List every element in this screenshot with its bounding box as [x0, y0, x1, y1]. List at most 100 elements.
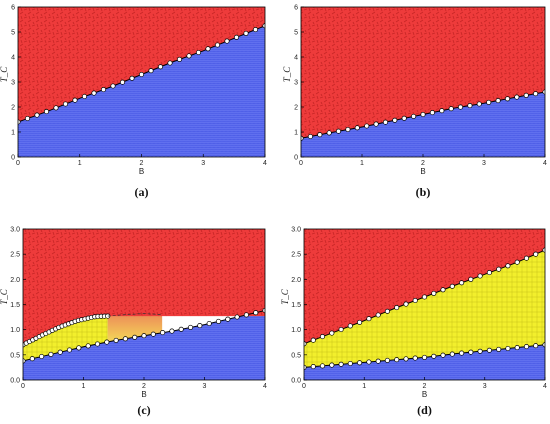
boundary-point — [357, 360, 363, 366]
boundary-point — [62, 101, 69, 107]
boundary-point — [439, 108, 445, 114]
boundary-point — [206, 320, 212, 327]
y-tick-label: 3 — [294, 80, 298, 87]
boundary-point — [459, 350, 465, 356]
x-tick-label: 1 — [360, 160, 364, 167]
boundary-point — [167, 60, 173, 66]
x-tick-label: 3 — [483, 383, 487, 390]
phase-region-red — [301, 7, 545, 139]
boundary-point — [94, 341, 101, 347]
y-tick-label: 0.0 — [10, 378, 20, 385]
boundary-point — [150, 331, 156, 337]
x-tick-label: 4 — [263, 383, 267, 390]
boundary-point — [533, 343, 539, 349]
boundary-point — [347, 360, 353, 367]
boundary-point — [431, 353, 437, 359]
y-tick-label: 1 — [294, 130, 298, 137]
boundary-point — [122, 336, 128, 342]
boundary-point — [253, 310, 259, 316]
boundary-point — [421, 294, 428, 300]
boundary-point — [486, 99, 492, 105]
boundary-point — [477, 348, 483, 354]
chart-panel-1: 0 1 2 3 4 0 1 2 3 4 5 6 B T_C (a) — [0, 5, 267, 200]
boundary-point — [421, 354, 428, 360]
boundary-point — [495, 98, 501, 104]
phase-region-blue — [23, 310, 265, 380]
x-tick-label: 0 — [16, 160, 20, 167]
x-tick-label: 0 — [302, 383, 306, 390]
chart-panel-4: 0 1 2 3 4 0.0 0.5 1.0 1.5 2.0 2.5 3.0 B T_C (d) — [280, 227, 547, 418]
boundary-point — [132, 334, 138, 340]
boundary-point — [335, 128, 342, 134]
x-tick-label: 0 — [21, 383, 25, 390]
phase-region-blue — [18, 25, 265, 157]
boundary-point — [523, 255, 530, 261]
boundary-point — [57, 349, 63, 355]
y-axis-label: T_C — [282, 66, 292, 83]
boundary-point — [429, 110, 435, 116]
y-tick-label: 1.5 — [291, 302, 301, 309]
boundary-point — [373, 121, 379, 127]
panel-caption: (b) — [416, 185, 431, 199]
boundary-point — [514, 345, 520, 351]
boundary-point — [24, 115, 31, 122]
x-tick-label: 4 — [263, 160, 267, 167]
boundary-point — [66, 347, 73, 353]
boundary-point — [440, 352, 446, 358]
y-tick-label: 1.5 — [10, 302, 20, 309]
boundary-point — [234, 314, 240, 320]
boundary-point — [252, 27, 259, 33]
panel-caption: (a) — [135, 185, 149, 199]
y-tick-label: 3.0 — [291, 227, 301, 234]
boundary-point — [215, 318, 222, 324]
boundary-point — [467, 103, 473, 109]
chart-panel-3: 0 1 2 3 4 0.0 0.5 1.0 1.5 2.0 2.5 3.0 B T_C (c) — [0, 227, 267, 418]
boundary-point — [394, 357, 400, 363]
y-tick-label: 0.5 — [10, 352, 20, 359]
x-tick-label: 3 — [201, 160, 205, 167]
y-tick-label: 5 — [294, 30, 298, 37]
boundary-point — [195, 49, 202, 56]
x-axis-label: B — [139, 167, 144, 176]
x-tick-label: 1 — [78, 160, 82, 167]
boundary-point — [514, 94, 520, 100]
boundary-point — [329, 330, 335, 336]
boundary-point — [113, 337, 119, 343]
boundary-point — [357, 319, 363, 325]
boundary-point — [505, 263, 511, 269]
boundary-point — [178, 326, 184, 332]
x-tick-label: 4 — [543, 383, 547, 390]
y-tick-label: 3 — [11, 80, 15, 87]
boundary-point — [347, 323, 353, 329]
boundary-point — [338, 326, 344, 333]
boundary-point — [329, 362, 335, 368]
boundary-point — [304, 364, 307, 370]
panel-caption: (c) — [137, 403, 150, 417]
boundary-point — [141, 333, 147, 339]
boundary-point — [34, 112, 40, 118]
boundary-point — [214, 42, 221, 48]
boundary-point — [523, 92, 529, 98]
boundary-point — [533, 91, 539, 97]
phase-region-red — [23, 229, 265, 345]
boundary-point — [392, 117, 398, 123]
y-tick-label: 2.0 — [10, 277, 20, 284]
y-tick-label: 2.5 — [291, 252, 301, 259]
chart-panel-2: 0 1 2 3 4 0 1 2 3 4 5 6 B T_C (b) — [282, 5, 547, 200]
x-tick-label: 0 — [299, 160, 303, 167]
panel-caption: (d) — [417, 403, 432, 417]
boundary-point — [382, 119, 389, 125]
boundary-point — [243, 312, 249, 318]
boundary-point — [233, 34, 240, 40]
boundary-point — [448, 106, 454, 112]
y-tick-label: 2.0 — [291, 277, 301, 284]
y-tick-label: 2 — [294, 105, 298, 112]
y-tick-label: 0 — [294, 155, 298, 162]
boundary-point — [504, 96, 511, 102]
boundary-point — [81, 93, 88, 100]
boundary-point — [53, 105, 59, 111]
boundary-point — [326, 130, 332, 136]
y-tick-label: 2.5 — [10, 252, 20, 259]
boundary-point — [186, 53, 192, 59]
